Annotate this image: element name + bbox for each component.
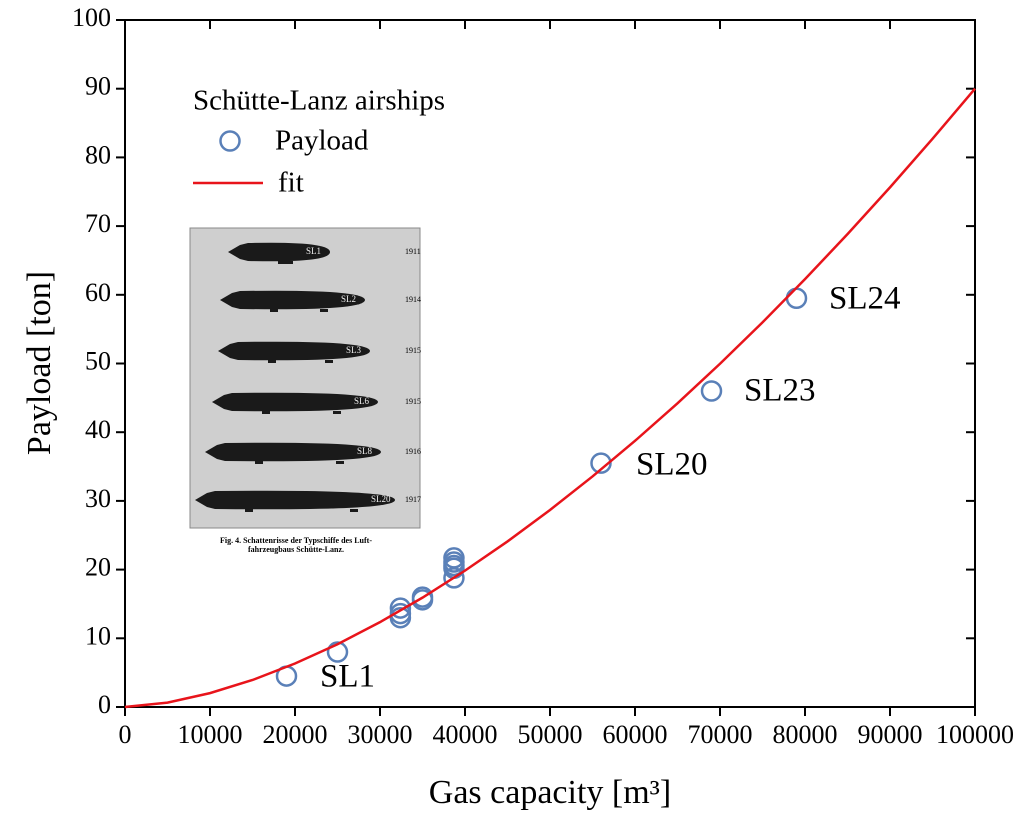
data-point	[411, 586, 434, 608]
x-tick-label: 20000	[263, 720, 328, 749]
inset-caption: fahrzeugbaus Schütte-Lanz.	[248, 545, 344, 554]
x-axis-label: Gas capacity [m³]	[429, 774, 671, 811]
inset-photo	[189, 227, 421, 529]
airship-silhouette	[195, 490, 395, 510]
gondola	[325, 360, 333, 363]
airship-silhouette	[205, 442, 381, 462]
x-tick-label: 80000	[773, 720, 838, 749]
y-tick-label: 90	[85, 72, 111, 101]
y-tick-label: 70	[85, 209, 111, 238]
ship-label: SL20	[371, 494, 391, 504]
x-tick-label: 0	[119, 720, 132, 749]
gondola	[245, 509, 253, 512]
y-tick-label: 0	[98, 690, 111, 719]
x-tick-label: 30000	[348, 720, 413, 749]
gondola	[333, 411, 341, 414]
legend-marker	[219, 130, 241, 152]
ship-label: SL2	[341, 294, 356, 304]
inset-caption: Fig. 4. Schattenrisse der Typschiffe des…	[220, 536, 372, 545]
y-tick-label: 20	[85, 553, 111, 582]
airship-silhouette	[228, 242, 330, 262]
fit-line	[124, 87, 976, 709]
gondola	[270, 309, 278, 312]
annotation: SL23	[744, 373, 816, 409]
x-tick-label: 90000	[858, 720, 923, 749]
x-tick-label: 70000	[688, 720, 753, 749]
y-tick-label: 10	[85, 621, 111, 650]
legend-title: Schütte-Lanz airships	[193, 85, 445, 117]
data-point	[443, 547, 465, 569]
annotation: SL24	[829, 281, 901, 317]
ship-year: 1915	[405, 346, 421, 355]
annotation: SL20	[636, 447, 708, 483]
y-axis-label: Payload [ton]	[21, 271, 58, 455]
y-tick-label: 50	[85, 346, 111, 375]
data-point	[700, 380, 723, 402]
y-tick-label: 100	[72, 3, 111, 32]
data-point	[389, 602, 412, 625]
data-point	[785, 287, 808, 309]
x-tick-label: 50000	[518, 720, 583, 749]
airship-silhouette	[218, 341, 370, 361]
data-point	[590, 452, 612, 474]
airship-silhouette	[220, 290, 365, 310]
y-tick-label: 30	[85, 484, 111, 513]
ship-year: 1916	[405, 447, 421, 456]
ship-label: SL3	[346, 345, 362, 355]
x-tick-label: 100000	[936, 720, 1014, 749]
airship-silhouette	[212, 392, 378, 412]
gondola	[255, 461, 263, 464]
ship-year: 1917	[405, 495, 421, 504]
legend-label: Payload	[275, 125, 369, 157]
x-tick-label: 60000	[603, 720, 668, 749]
data-point	[326, 641, 349, 663]
ship-year: 1914	[405, 295, 421, 304]
y-tick-label: 40	[85, 415, 111, 444]
ship-label: SL1	[306, 246, 321, 256]
gondola	[262, 411, 270, 414]
gondola	[285, 261, 293, 264]
gondola	[336, 461, 344, 464]
y-tick-label: 60	[85, 278, 111, 307]
ship-label: SL8	[357, 446, 373, 456]
ship-year: 1915	[405, 397, 421, 406]
gondola	[268, 360, 276, 363]
x-tick-label: 10000	[178, 720, 243, 749]
ship-year: 1911	[405, 247, 421, 256]
gondola	[320, 309, 328, 312]
gondola	[350, 509, 358, 512]
legend-label: fit	[278, 167, 304, 199]
x-tick-label: 40000	[433, 720, 498, 749]
y-tick-label: 80	[85, 140, 111, 169]
ship-label: SL6	[354, 396, 370, 406]
annotation: SL1	[320, 659, 375, 695]
gondola	[278, 261, 286, 264]
data-point	[389, 597, 412, 619]
